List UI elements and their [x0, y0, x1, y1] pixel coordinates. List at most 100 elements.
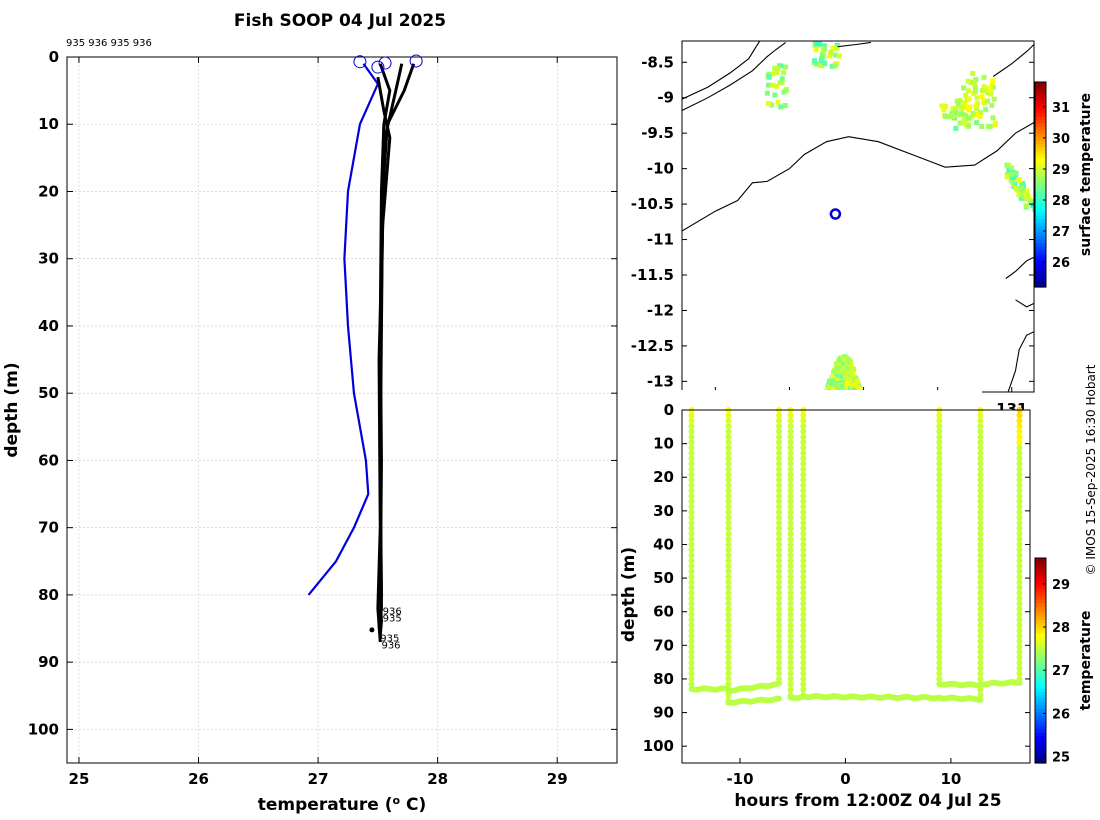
track-colorbar-segment — [1035, 732, 1046, 737]
map-sst-cell — [985, 98, 990, 104]
track-point — [787, 487, 794, 494]
track-point — [800, 536, 807, 543]
map-sst-cells — [764, 41, 1034, 392]
track-point — [936, 450, 943, 456]
track-colorbar-tick-label: 27 — [1052, 664, 1070, 679]
track-point — [688, 638, 695, 645]
track-point — [787, 417, 794, 424]
track-point — [936, 466, 943, 473]
track-colorbar-segment — [1035, 674, 1046, 679]
map-sst-cell — [839, 373, 845, 379]
map-sst-cell — [1016, 192, 1022, 198]
track-point — [977, 503, 984, 510]
profile-y-tick-label: 60 — [38, 451, 59, 469]
map-sst-cell — [966, 104, 971, 110]
track-point — [800, 676, 807, 682]
map-y-tick-label: -9.5 — [641, 124, 674, 142]
profile-y-tick-label: 30 — [38, 250, 59, 268]
map-colorbar-segment — [1035, 102, 1046, 107]
track-colorbar-segment — [1035, 725, 1046, 730]
track-point — [688, 557, 695, 564]
track-point — [787, 611, 794, 618]
map-sst-cell — [837, 356, 843, 362]
track-point — [725, 654, 732, 661]
track-colorbar-segment — [1035, 575, 1046, 580]
track-point — [1016, 595, 1023, 602]
track-point — [725, 622, 732, 629]
track-point — [776, 493, 782, 500]
track-point — [1016, 525, 1023, 532]
track-point — [1016, 665, 1023, 672]
track-point — [1016, 568, 1023, 575]
track-point — [977, 552, 984, 559]
map-y-tick-label: -10 — [647, 160, 674, 178]
track-colorbar-segment — [1035, 558, 1046, 563]
map-sst-cell — [990, 78, 996, 84]
track-point — [776, 460, 782, 467]
track-point — [977, 595, 984, 602]
track-colorbar-segment — [1035, 588, 1046, 593]
coastline — [682, 122, 1034, 232]
map-sst-cell — [854, 379, 860, 385]
track-point — [688, 530, 695, 537]
map-sst-cell — [848, 366, 854, 372]
track-point — [725, 503, 732, 510]
track-point — [800, 595, 807, 602]
track-point — [688, 417, 695, 424]
track-point — [787, 444, 794, 451]
track-point — [1016, 643, 1023, 650]
track-point — [1016, 584, 1023, 591]
track-point — [1016, 638, 1023, 645]
profile-x-tick-label: 26 — [188, 770, 209, 788]
track-point — [787, 595, 794, 602]
track-colorbar-segment — [1035, 581, 1046, 586]
profile-x-tick-label: 27 — [308, 770, 329, 788]
track-point — [776, 498, 782, 505]
map-colorbar-segment — [1035, 181, 1046, 186]
map-sst-cell — [828, 381, 834, 387]
track-point — [800, 525, 807, 532]
map-colorbar-segment — [1035, 242, 1046, 247]
track-point — [787, 649, 794, 656]
track-y-axis-label: depth (m) — [619, 547, 639, 642]
track-point — [1016, 444, 1023, 451]
track-colorbar-segment — [1035, 561, 1046, 566]
track-point — [725, 433, 732, 440]
track-y-tick-label: 70 — [653, 636, 674, 654]
track-point — [936, 584, 943, 591]
map-colorbar-tick-label: 28 — [1052, 194, 1070, 209]
track-point — [688, 573, 695, 580]
track-point — [787, 665, 794, 672]
track-point — [1016, 600, 1023, 607]
track-point — [688, 600, 695, 607]
track-point — [776, 509, 782, 516]
track-point — [800, 552, 807, 559]
track-point — [1016, 498, 1023, 505]
track-point — [725, 525, 732, 532]
map-sst-cell — [1004, 174, 1010, 180]
map-sst-cell — [943, 103, 949, 109]
track-point — [725, 659, 732, 666]
track-point — [800, 450, 807, 456]
track-point — [688, 520, 695, 526]
track-point — [800, 584, 807, 591]
map-sst-cell — [959, 106, 965, 112]
map-sst-cell — [1013, 170, 1019, 176]
track-point — [776, 503, 782, 510]
track-point — [776, 659, 782, 666]
track-point — [977, 444, 984, 451]
track-point — [725, 428, 732, 435]
track-colorbar-segment — [1035, 681, 1046, 686]
map-sst-cell — [839, 384, 845, 390]
track-colorbar-segment — [1035, 739, 1046, 744]
map-sst-cell — [848, 360, 854, 366]
track-point — [977, 476, 984, 483]
track-colorbar-segment — [1035, 616, 1046, 621]
map-sst-cell — [832, 63, 838, 69]
track-point — [977, 643, 984, 650]
track-y-tick-label: 50 — [653, 569, 674, 587]
map-colorbar-segment — [1035, 187, 1046, 192]
track-point — [800, 589, 807, 596]
track-point — [688, 643, 695, 650]
track-point — [725, 536, 732, 543]
